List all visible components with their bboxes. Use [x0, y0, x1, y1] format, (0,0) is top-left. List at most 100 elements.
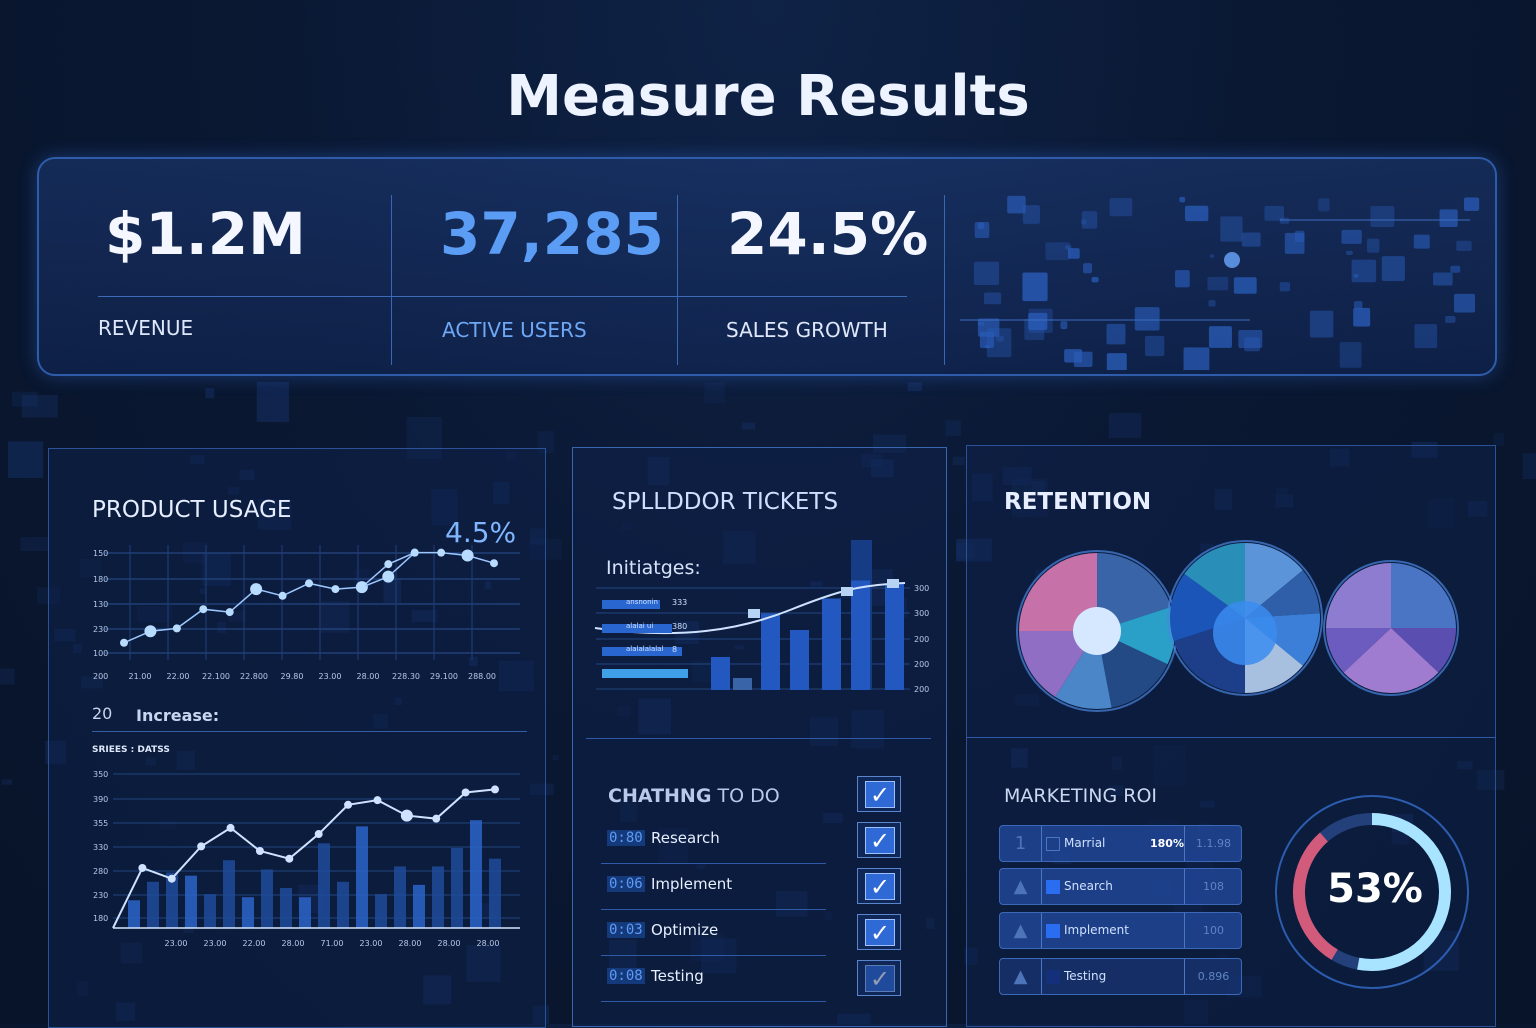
- bg-tile: [851, 709, 885, 749]
- bg-tile: [964, 947, 978, 965]
- y-tick-label: 180: [93, 914, 108, 923]
- todo-checkbox[interactable]: ✓: [857, 868, 901, 904]
- roi-value: 0.896: [1184, 959, 1242, 994]
- bar: [280, 887, 292, 928]
- todo-header-checkbox[interactable]: ✓: [857, 776, 901, 812]
- bar: [451, 847, 463, 928]
- legend-swatch: [1046, 880, 1060, 894]
- legend-swatch: [1046, 837, 1060, 851]
- deco-block: [1414, 324, 1438, 349]
- deco-block: [1264, 205, 1284, 221]
- roi-row[interactable]: ▲ Snearch 108: [999, 868, 1242, 905]
- bg-tile: [105, 499, 114, 506]
- todo-checkbox[interactable]: ✓: [857, 822, 901, 858]
- bg-tile: [137, 605, 172, 623]
- deco-block: [1241, 232, 1261, 247]
- data-point: [172, 624, 181, 633]
- increase-value: 20: [92, 704, 113, 723]
- kpi-decoration: [960, 195, 1480, 370]
- roi-row[interactable]: ▲ Implement 100: [999, 912, 1242, 949]
- divider: [92, 731, 527, 732]
- data-point: [490, 559, 498, 568]
- roi-row[interactable]: 1 Marrial 180% 1.1.98: [999, 825, 1242, 862]
- trend-line: [594, 582, 906, 635]
- bg-tile: [723, 531, 756, 564]
- bg-tile: [822, 813, 843, 824]
- x-tick-label: 22.00: [243, 939, 266, 948]
- roi-row[interactable]: ▲ Testing 0.896: [999, 958, 1242, 995]
- bg-tile: [945, 420, 961, 437]
- bg-tile: [1111, 756, 1122, 771]
- bg-tile: [907, 382, 922, 392]
- bg-tile: [926, 917, 935, 930]
- bg-tile: [620, 800, 637, 823]
- pie-slice: [1326, 628, 1391, 673]
- bg-tile: [1002, 467, 1032, 485]
- data-point: [278, 591, 287, 600]
- deco-block: [1367, 238, 1380, 253]
- deco-block: [1353, 273, 1359, 278]
- bg-tile: [1015, 694, 1039, 707]
- bg-tile: [76, 981, 89, 997]
- bg-tile: [1329, 448, 1350, 467]
- y-tick-label: 280: [93, 867, 108, 876]
- x-tick-label: 23.00: [204, 939, 227, 948]
- pie-slice: [1184, 543, 1245, 618]
- todo-checkbox[interactable]: ✓: [857, 914, 901, 950]
- bg-tile: [529, 528, 545, 545]
- deco-block: [996, 335, 1005, 342]
- bar: [223, 860, 235, 928]
- roi-name: Implement: [1064, 923, 1129, 937]
- bg-tile: [423, 975, 452, 1005]
- marker: [887, 579, 899, 588]
- bar: [394, 866, 406, 928]
- bg-tile: [120, 942, 142, 964]
- pie-slice: [1245, 570, 1320, 618]
- bg-tile: [647, 456, 670, 486]
- bg-tile: [383, 579, 402, 603]
- deco-block: [1045, 242, 1071, 261]
- bg-tile: [160, 819, 178, 830]
- deco-block: [1068, 248, 1080, 259]
- deco-block: [983, 292, 1002, 305]
- retention-pies: [1016, 540, 1459, 712]
- deco-block: [1184, 205, 1209, 222]
- pie-center: [1213, 601, 1277, 665]
- bg-tile: [1457, 761, 1473, 770]
- pie-slice: [1097, 631, 1168, 708]
- data-point: [314, 830, 323, 839]
- todo-item: 0:08 Testing: [601, 956, 826, 1002]
- data-point: [344, 800, 353, 809]
- y-tick-label: 300: [914, 609, 929, 618]
- x-tick-label: 23.00: [360, 939, 383, 948]
- data-point: [120, 638, 128, 647]
- data-point: [226, 823, 235, 832]
- marker: [748, 609, 760, 618]
- bar: [733, 678, 752, 690]
- bar: [204, 894, 216, 928]
- bg-tile: [228, 487, 240, 495]
- checkmark-icon: ✓: [865, 919, 895, 946]
- bg-tile: [411, 610, 437, 623]
- pie-slice: [1391, 563, 1456, 628]
- bg-tile: [956, 538, 992, 562]
- bg-tile: [873, 434, 906, 453]
- data-point: [331, 585, 340, 594]
- deco-block: [1370, 205, 1395, 227]
- deco-block: [1309, 310, 1334, 338]
- x-tick-label: 71.00: [321, 939, 344, 948]
- todo-checkbox[interactable]: ✓: [857, 960, 901, 996]
- data-point: [373, 796, 382, 805]
- bg-tile: [256, 381, 289, 422]
- x-tick-label: 288.00: [468, 672, 496, 681]
- data-point: [437, 548, 446, 557]
- data-point: [285, 854, 294, 863]
- y-tick-label: 200: [914, 660, 929, 669]
- channel-icon: 1: [1000, 826, 1042, 861]
- bg-tile: [1477, 769, 1505, 790]
- deco-block: [1439, 209, 1458, 228]
- deco-block: [1091, 276, 1099, 283]
- bg-tile: [824, 911, 832, 920]
- pie-outline: [1323, 560, 1459, 696]
- bg-tile: [1427, 498, 1454, 529]
